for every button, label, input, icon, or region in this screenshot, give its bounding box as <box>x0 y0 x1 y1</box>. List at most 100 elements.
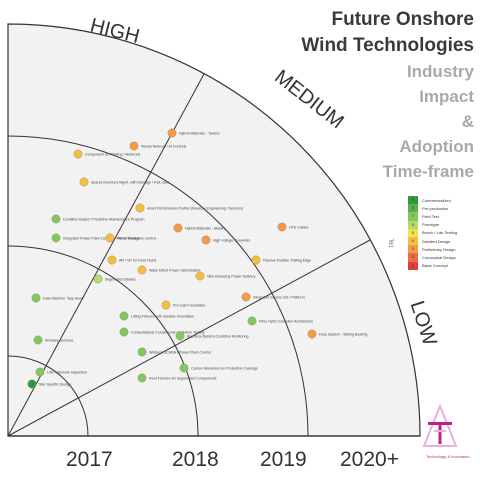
technology-label: Field Fixtures for Segmented Components <box>149 377 217 381</box>
technology-marker <box>33 335 43 345</box>
technology-marker <box>107 255 117 265</box>
legend-row: 5 Bench / Lab Testing <box>408 228 478 237</box>
technology-label: Ancillary Services <box>45 339 74 343</box>
ring-medium-low <box>7 245 199 437</box>
technology-label: AR / VR for Field Techs <box>119 259 156 263</box>
technology-label: Carbon Nanotube Ice Protection Coatings <box>191 367 258 371</box>
technology-label: Integrated Service i2S / Platform <box>253 296 305 300</box>
technology-marker <box>51 214 61 224</box>
technology-label: Fuse System - Sliding Bearing <box>319 333 367 337</box>
technology-label: Asset Performance Profiler (Reverse Engi… <box>147 207 243 211</box>
timeframe-label-2020-plus: 2020+ <box>340 448 399 471</box>
legend-row: 6 Prototype <box>408 220 478 229</box>
technology-marker <box>51 233 61 243</box>
technology-label: Passive Positive Trailing Edge <box>263 259 311 263</box>
technology-label: Neural Network / AI Controls <box>141 145 187 149</box>
technology-marker <box>247 316 257 326</box>
legend-label: Bench / Lab Testing <box>422 230 458 236</box>
technology-marker <box>119 311 129 321</box>
technology-label: Electrical System Condition Monitoring <box>187 335 249 339</box>
legend-row: 1 Basic Concept <box>408 261 478 270</box>
title-line-1: Future Onshore <box>331 9 474 30</box>
technology-marker <box>175 331 185 341</box>
spoke-2 <box>7 239 371 437</box>
technology-label: Condition Based / Predictive Maintenance… <box>63 218 145 222</box>
technology-label: Hybrid Materials - Towers <box>179 132 220 136</box>
technology-marker <box>173 223 183 233</box>
technology-label: HTS Cables <box>289 226 309 230</box>
technology-marker <box>129 141 139 151</box>
technology-label: Hybrid Materials - Blades <box>185 227 225 231</box>
legend-swatch: 5 <box>408 228 418 237</box>
title-line-7: Time-frame <box>382 162 474 181</box>
legend-swatch: 2 <box>408 253 418 262</box>
impact-label-medium: MEDIUM <box>270 66 347 133</box>
ring-high-medium <box>7 135 309 437</box>
legend-label: Commercialized <box>422 197 451 203</box>
technology-label: Computational Components Validation Test… <box>131 331 204 335</box>
radar-quadrant <box>7 23 421 437</box>
legend-swatch: 3 <box>408 245 418 254</box>
technology-marker <box>161 300 171 310</box>
technology-label: Vibe Reducing Power Delivery <box>207 275 256 279</box>
legend-label: Prototype <box>422 222 440 228</box>
legend-label: Pre-production <box>422 205 449 211</box>
technology-label: Segmented Blades <box>105 278 136 282</box>
technology-marker <box>35 367 45 377</box>
technology-marker <box>105 233 115 243</box>
legend-swatch: 7 <box>408 212 418 221</box>
logo-caption: Technology & Innovation <box>426 454 470 459</box>
technology-marker <box>307 329 317 339</box>
technology-marker <box>179 363 189 373</box>
technology-label: High Voltage Converter <box>213 239 251 243</box>
title-line-2: Wind Technologies <box>301 35 474 56</box>
technology-label: Wake Effect Power Optimization <box>149 269 200 273</box>
title-line-4: Impact <box>419 87 474 106</box>
legend-label: Basic Concept <box>422 263 448 269</box>
technology-marker <box>251 255 261 265</box>
legend-swatch: 1 <box>408 261 418 270</box>
legend-swatch: 9 <box>408 196 418 205</box>
technology-marker <box>201 235 211 245</box>
technology-label: Model Predictive Control <box>117 237 156 241</box>
technology-label: Spares Inventory Mgmt. with Damage / RUL… <box>91 181 169 185</box>
technology-marker <box>79 177 89 187</box>
title-line-5: & <box>461 112 474 131</box>
technology-marker <box>93 274 103 284</box>
technology-marker <box>27 379 37 389</box>
impact-label-low: LOW <box>406 298 441 348</box>
technology-marker <box>135 203 145 213</box>
technology-label: Data Machine "App Store" <box>43 297 85 301</box>
legend-label: Preliminary Design <box>422 246 456 252</box>
legend-row: 8 Pre-production <box>408 204 478 213</box>
technology-marker <box>137 347 147 357</box>
technology-marker <box>137 265 147 275</box>
legend-label: Conceptual Design <box>422 254 456 260</box>
legend-label: Field Test <box>422 213 440 219</box>
technology-marker <box>119 327 129 337</box>
legend-swatch: 8 <box>408 204 418 213</box>
legend-row: 4 Detailed Design <box>408 236 478 246</box>
technology-marker <box>277 222 287 232</box>
legend-label: Detailed Design <box>422 238 451 244</box>
legend-row: 2 Conceptual Design <box>408 253 478 262</box>
technology-label: Pre-cast Foundation <box>173 304 205 308</box>
technology-marker <box>137 373 147 383</box>
technology-label: UAV / Remote Inspection <box>47 371 87 375</box>
legend-row: 7 Field Test <box>408 212 478 221</box>
title-line-6: Adoption <box>399 137 474 156</box>
technology-marker <box>31 293 41 303</box>
legend-swatch: 6 <box>408 220 418 229</box>
technology-marker <box>73 149 83 159</box>
technology-markers: Neural Network / AI Controls Hybrid Mater… <box>27 128 367 389</box>
timeframe-label-2017: 2017 <box>66 448 113 471</box>
technology-label: Wireless SCADA / Power Plant Control <box>149 351 211 355</box>
legend-axis-label: TRL <box>389 238 396 248</box>
technology-marker <box>195 271 205 281</box>
timeframe-label-2018: 2018 <box>172 448 219 471</box>
technology-marker <box>241 292 251 302</box>
ring-inner <box>7 355 89 437</box>
legend-row: 3 Preliminary Design <box>408 245 478 254</box>
technology-label: Component 3D Printing / Metarods <box>85 153 141 157</box>
